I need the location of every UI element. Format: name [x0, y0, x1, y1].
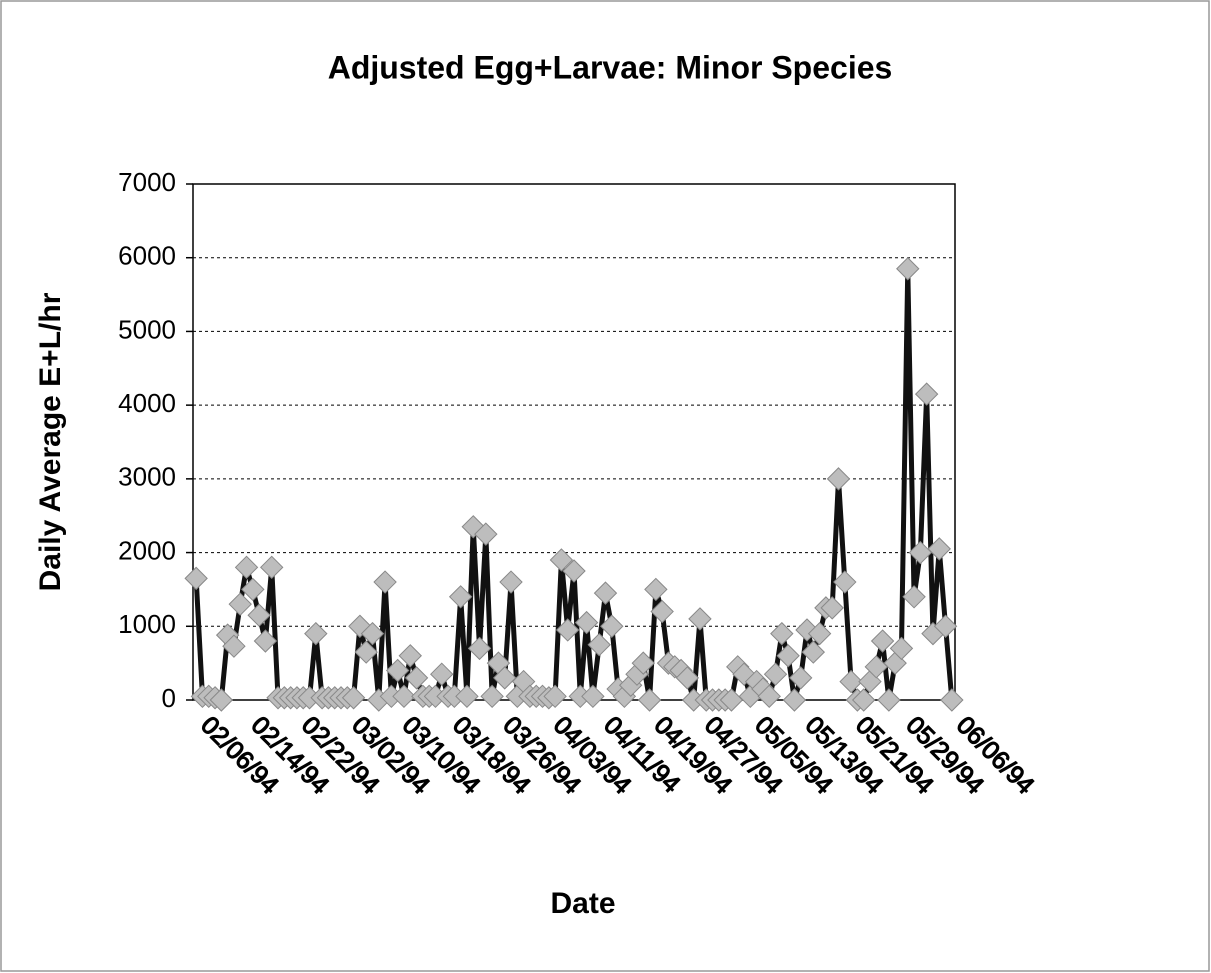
- marker: [902, 585, 926, 609]
- x-axis-title: Date: [550, 887, 615, 920]
- y-tick-label: 0: [162, 683, 176, 713]
- marker: [480, 684, 504, 709]
- marker: [555, 618, 580, 642]
- marker: [228, 592, 252, 616]
- y-axis-title: Daily Average E+L/hr: [34, 292, 67, 591]
- marker: [562, 559, 586, 583]
- marker: [184, 566, 208, 591]
- marker: [404, 666, 429, 690]
- marker: [826, 467, 851, 491]
- marker: [820, 596, 844, 620]
- marker: [241, 577, 265, 602]
- y-tick-label: 5000: [118, 314, 176, 344]
- marker: [398, 644, 422, 668]
- marker: [574, 610, 599, 635]
- y-tick-label: 1000: [118, 609, 176, 639]
- marker: [631, 651, 655, 675]
- marker: [253, 629, 278, 653]
- marker: [304, 621, 328, 646]
- marker: [260, 555, 284, 580]
- marker: [354, 640, 378, 664]
- marker: [940, 688, 964, 712]
- y-tick-label: 6000: [118, 241, 176, 271]
- marker: [587, 633, 611, 657]
- marker: [839, 669, 863, 694]
- marker: [637, 688, 662, 712]
- marker: [360, 621, 385, 646]
- y-tick-label: 4000: [118, 388, 176, 418]
- marker: [209, 688, 234, 712]
- marker: [392, 684, 416, 709]
- marker: [341, 686, 366, 710]
- marker: [474, 522, 498, 546]
- y-tick-label: 3000: [118, 462, 176, 492]
- marker: [801, 640, 826, 664]
- marker: [675, 666, 700, 690]
- marker: [499, 570, 523, 594]
- marker: [851, 688, 876, 712]
- marker: [782, 688, 807, 712]
- marker: [455, 684, 479, 709]
- marker: [927, 537, 951, 561]
- y-tick-label: 7000: [118, 167, 176, 197]
- marker: [789, 666, 813, 690]
- marker: [373, 570, 397, 594]
- marker: [581, 684, 605, 709]
- marker: [234, 555, 259, 580]
- y-tick-label: 2000: [118, 535, 176, 565]
- marker: [896, 257, 920, 281]
- marker: [870, 629, 895, 653]
- marker: [877, 688, 901, 712]
- marker: [776, 644, 800, 668]
- marker: [763, 662, 788, 686]
- marker: [593, 581, 618, 605]
- marker: [770, 621, 794, 646]
- marker: [493, 666, 517, 690]
- marker: [650, 599, 674, 624]
- marker: [467, 636, 492, 661]
- marker: [644, 577, 668, 602]
- marker: [543, 684, 567, 709]
- marker: [833, 570, 857, 594]
- marker: [549, 548, 574, 572]
- marker: [757, 684, 781, 709]
- chart-title: Adjusted Egg+Larvae: Minor Species: [328, 49, 893, 85]
- marker: [222, 634, 246, 658]
- marker: [600, 614, 624, 638]
- marker: [688, 607, 712, 631]
- marker: [914, 382, 939, 406]
- marker: [385, 658, 410, 683]
- marker: [933, 614, 958, 638]
- marker: [889, 636, 914, 661]
- marker: [430, 662, 454, 686]
- marker: [247, 603, 271, 627]
- marker: [448, 585, 473, 609]
- marker: [807, 621, 832, 646]
